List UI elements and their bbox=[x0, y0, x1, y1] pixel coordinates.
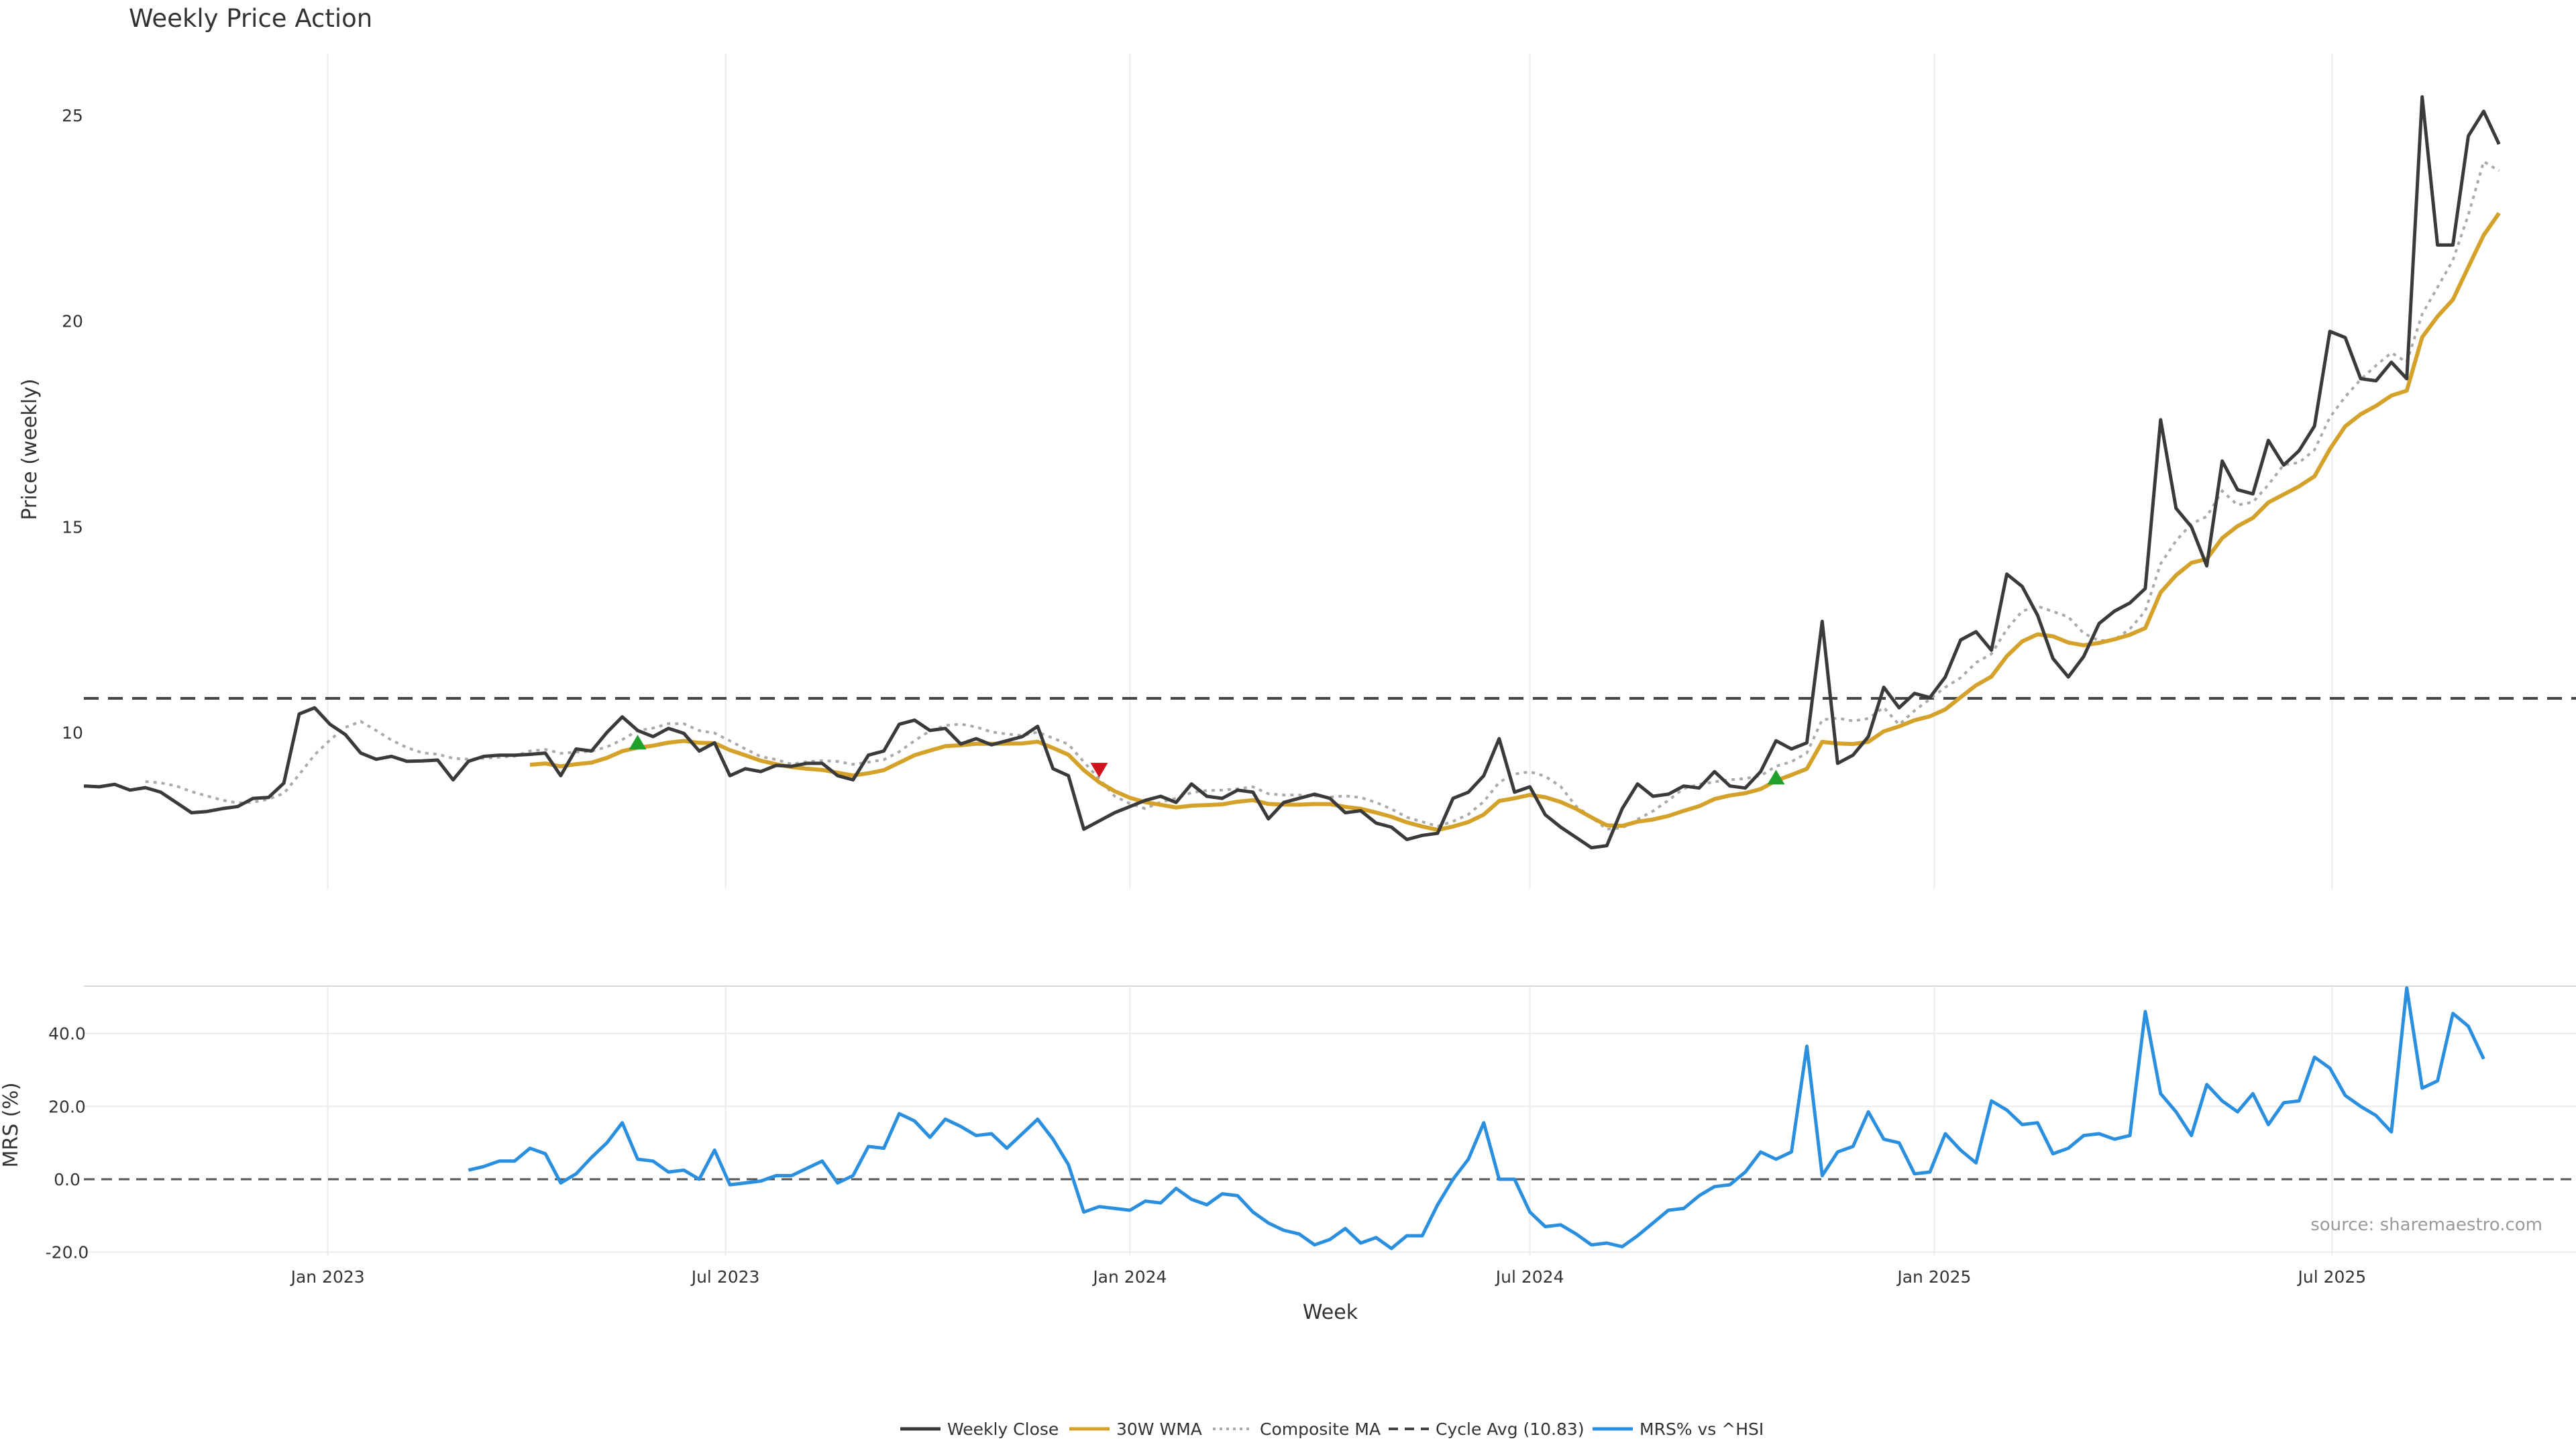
legend-item-mrs: MRS% vs ^HSI bbox=[1593, 1419, 1764, 1439]
price-y-tick-label: 15 bbox=[62, 517, 83, 537]
grid-layer bbox=[84, 54, 2576, 1256]
x-tick-label: Jan 2024 bbox=[1091, 1267, 1167, 1287]
svg-text:30W WMA: 30W WMA bbox=[1116, 1419, 1202, 1439]
legend-item-cycle-avg: Cycle Avg (10.83) bbox=[1389, 1419, 1585, 1439]
composite-ma-line bbox=[145, 159, 2500, 831]
mrs-y-axis-label: MRS (%) bbox=[0, 1082, 23, 1167]
tick-layer: Jan 2023 Jul 2023 Jan 2024 Jul 2024 Jan 2025… bbox=[46, 106, 2367, 1287]
legend: Weekly Close 30W WMA Composite MA Cycle … bbox=[900, 1419, 1764, 1439]
x-tick-label: Jul 2025 bbox=[2296, 1267, 2366, 1287]
buy-signal-marker bbox=[1767, 769, 1785, 785]
buy-signal-marker bbox=[629, 735, 647, 750]
price-y-tick-label: 10 bbox=[62, 723, 83, 743]
svg-text:Composite MA: Composite MA bbox=[1260, 1419, 1381, 1439]
weekly-close-line bbox=[83, 95, 2501, 850]
panel-layer bbox=[84, 697, 2576, 1181]
price-y-tick-label: 20 bbox=[62, 312, 83, 331]
source-note: source: sharemaestro.com bbox=[2310, 1215, 2542, 1235]
svg-text:MRS% vs ^HSI: MRS% vs ^HSI bbox=[1640, 1419, 1764, 1439]
legend-item-composite-ma: Composite MA bbox=[1213, 1419, 1381, 1439]
price-y-tick-label: 25 bbox=[62, 106, 83, 125]
wma-30w-line bbox=[529, 211, 2501, 833]
series-layer bbox=[83, 95, 2501, 1250]
mrs-y-tick-label: 20.0 bbox=[48, 1097, 86, 1116]
legend-item-30w-wma: 30W WMA bbox=[1069, 1419, 1202, 1439]
x-tick-label: Jul 2024 bbox=[1495, 1267, 1564, 1287]
price-y-axis-label: Price (weekly) bbox=[18, 378, 42, 520]
x-tick-label: Jan 2025 bbox=[1896, 1267, 1971, 1287]
legend-item-weekly-close: Weekly Close bbox=[900, 1419, 1059, 1439]
sell-signal-marker bbox=[1090, 763, 1108, 778]
svg-text:Cycle Avg (10.83): Cycle Avg (10.83) bbox=[1436, 1419, 1585, 1439]
x-tick-label: Jan 2023 bbox=[290, 1267, 365, 1287]
svg-text:Weekly Close: Weekly Close bbox=[947, 1419, 1059, 1439]
chart-title: Weekly Price Action bbox=[129, 4, 372, 33]
mrs-y-tick-label: 40.0 bbox=[48, 1024, 86, 1044]
mrs-y-tick-label: -20.0 bbox=[46, 1243, 89, 1263]
mrs-y-tick-label: 0.0 bbox=[54, 1170, 80, 1189]
x-axis-label: Week bbox=[1303, 1301, 1358, 1324]
mrs-line bbox=[468, 986, 2485, 1250]
x-tick-label: Jul 2023 bbox=[690, 1267, 760, 1287]
